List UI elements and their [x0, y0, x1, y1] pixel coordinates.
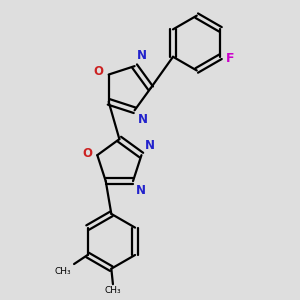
Text: N: N: [136, 184, 146, 197]
Text: F: F: [226, 52, 235, 65]
Text: CH₃: CH₃: [55, 267, 71, 276]
Text: N: N: [137, 49, 147, 62]
Text: N: N: [138, 113, 148, 126]
Text: O: O: [94, 65, 104, 79]
Text: O: O: [82, 147, 92, 160]
Text: N: N: [145, 139, 155, 152]
Text: CH₃: CH₃: [105, 286, 121, 295]
